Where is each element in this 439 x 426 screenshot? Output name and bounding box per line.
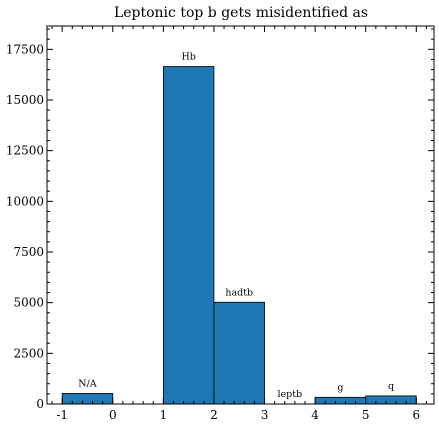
y-tick-label: 15000: [6, 93, 44, 107]
x-tick-label: 6: [412, 408, 420, 422]
axes-frame: [46, 25, 435, 405]
chart-title: Leptonic top b gets misidentified as: [114, 5, 368, 21]
bar-labels-layer: N/A Hb hadtb leptb g q: [78, 52, 394, 400]
bar-label: q: [388, 381, 394, 392]
bars-layer: [61, 66, 417, 405]
y-tick-label: 2500: [13, 346, 44, 360]
x-tick-label: 5: [362, 408, 370, 422]
bar-label: leptb: [278, 389, 303, 400]
x-tick-label: -1: [56, 408, 68, 422]
y-tick-label: 7500: [13, 245, 44, 259]
x-tick-label: 4: [311, 408, 319, 422]
y-tick-label: 17500: [6, 42, 44, 56]
x-tick-label: 2: [210, 408, 218, 422]
x-tick-label: 3: [261, 408, 269, 422]
bar-label: hadtb: [225, 287, 253, 298]
y-tick-label: 10000: [6, 194, 44, 208]
y-tick-label: 0: [36, 397, 44, 411]
bar-n-a: [61, 393, 114, 405]
x-tick-label: 1: [160, 408, 168, 422]
bar-label: g: [337, 382, 343, 393]
bar-label: Hb: [181, 52, 195, 63]
x-tick-label: 0: [109, 408, 117, 422]
bar-hadtb: [213, 301, 265, 405]
bar-g: [314, 396, 367, 405]
tick-labels-layer: -1 0 1 2 3 4 5 6 0 2500 5000 7500 10000 12500 15000 175…: [6, 42, 420, 422]
y-tick-label: 12500: [6, 144, 44, 158]
bar-label: N/A: [78, 378, 97, 389]
bar-hb: [162, 66, 215, 405]
bar-q: [365, 395, 417, 405]
y-tick-label: 5000: [13, 296, 44, 310]
